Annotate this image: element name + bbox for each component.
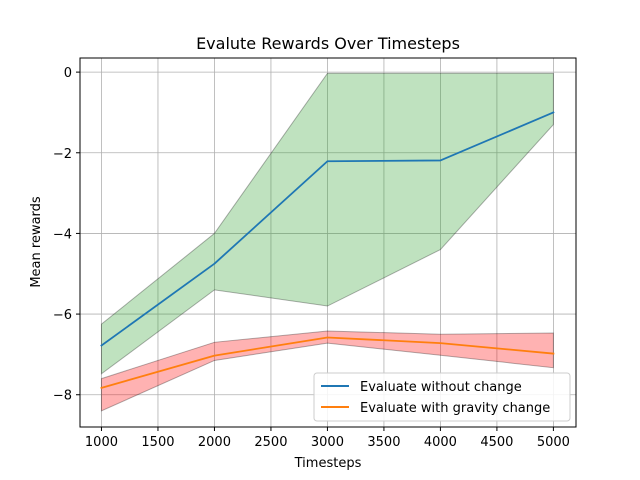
legend-box bbox=[313, 372, 571, 422]
x-axis-label: Timesteps bbox=[294, 456, 362, 471]
x-tick-label: 5000 bbox=[537, 435, 570, 450]
y-tick-label: −8 bbox=[53, 389, 72, 404]
y-tick-label: 0 bbox=[64, 66, 72, 81]
chart-title: Evalute Rewards Over Timesteps bbox=[196, 34, 460, 53]
series-2-line bbox=[100, 336, 555, 389]
series-1-line bbox=[100, 111, 555, 347]
legend: Evaluate without change Evaluate with gra… bbox=[313, 372, 571, 422]
x-tick-label: 4000 bbox=[424, 435, 457, 450]
y-axis-label: Mean rewards bbox=[29, 196, 44, 288]
x-tick-label: 2000 bbox=[198, 435, 231, 450]
y-tick-label: −4 bbox=[53, 227, 72, 242]
y-tick-label: −2 bbox=[53, 147, 72, 162]
x-tick-label: 2500 bbox=[254, 435, 287, 450]
series-2-band bbox=[100, 330, 554, 412]
x-tick-label: 3500 bbox=[367, 435, 400, 450]
legend-label-series-2: Evaluate with gravity change bbox=[360, 401, 550, 416]
series-1-band bbox=[100, 72, 554, 375]
x-tick-label: 1000 bbox=[85, 435, 118, 450]
x-tick-label: 3000 bbox=[311, 435, 344, 450]
y-tick-label: −6 bbox=[53, 308, 72, 323]
x-tick-label: 1500 bbox=[141, 435, 174, 450]
x-tick-label: 4500 bbox=[480, 435, 513, 450]
axes-frame bbox=[79, 57, 577, 428]
plot-area: 1000 1500 2000 2500 3000 3500 4000 4500 5000 0 −2 −… bbox=[53, 57, 577, 450]
legend-label-series-1: Evaluate without change bbox=[360, 380, 522, 395]
